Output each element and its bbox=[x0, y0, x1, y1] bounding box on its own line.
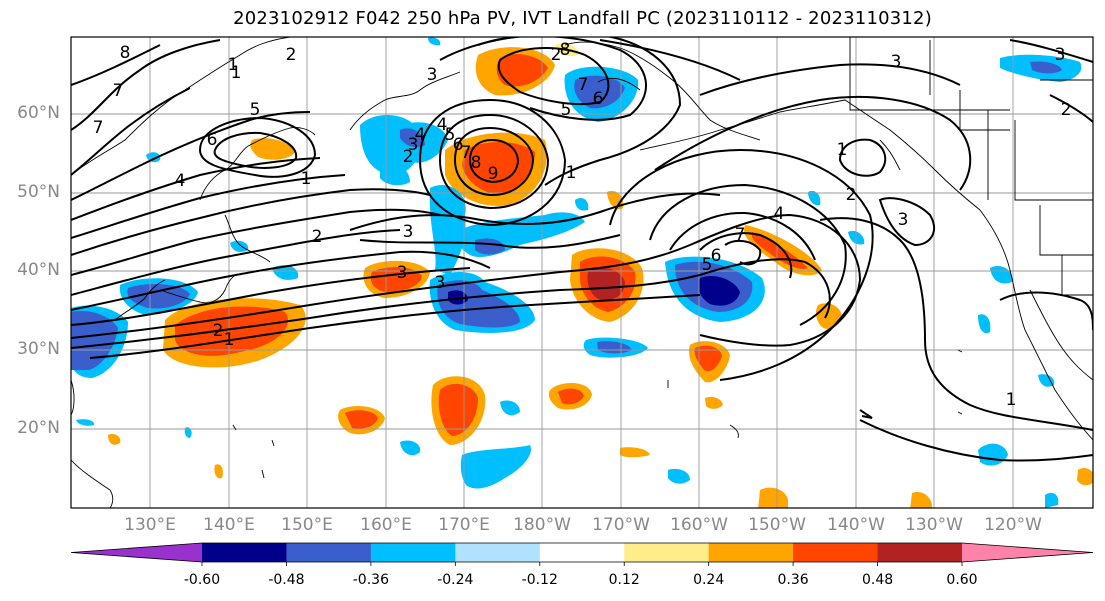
contour-label: 1 bbox=[837, 140, 848, 160]
contour-label: 3 bbox=[408, 135, 419, 155]
colorbar-tick-label: 0.12 bbox=[608, 572, 640, 588]
colorbar bbox=[70, 542, 1094, 566]
map-border bbox=[70, 36, 1094, 509]
colorbar-segment bbox=[71, 543, 202, 562]
colorbar-tick-label: -0.36 bbox=[352, 572, 389, 588]
contour-label: 8 bbox=[471, 153, 482, 173]
negative-anomaly-shading bbox=[71, 37, 1082, 508]
colorbar-tick-label: -0.24 bbox=[437, 572, 474, 588]
contour-label: 7 bbox=[578, 75, 589, 95]
map-title: 2023102912 F042 250 hPa PV, IVT Landfall… bbox=[233, 8, 932, 29]
contour-label: 2 bbox=[213, 321, 224, 341]
colorbar-segment bbox=[708, 543, 794, 562]
contour-label: 3 bbox=[427, 65, 438, 85]
contour-label: 2 bbox=[403, 147, 414, 167]
contour-label: 4 bbox=[175, 171, 186, 191]
colorbar-segment bbox=[624, 543, 710, 562]
contour-label: 5 bbox=[445, 125, 456, 145]
contour-label: 7 bbox=[113, 81, 124, 101]
contour-label: 6 bbox=[711, 246, 722, 266]
longitude-label: 120°W bbox=[984, 515, 1042, 535]
contour-label: 3 bbox=[1055, 45, 1066, 65]
colorbar-segment bbox=[962, 543, 1093, 562]
longitude-label: 170°W bbox=[592, 515, 650, 535]
longitude-label: 130°E bbox=[124, 515, 176, 535]
longitude-label: 180°W bbox=[513, 515, 571, 535]
colorbar-segment bbox=[539, 543, 625, 562]
latitude-label: 20°N bbox=[17, 418, 60, 438]
colorbar-segment bbox=[877, 543, 963, 562]
contour-label: 7 bbox=[735, 225, 746, 245]
contour-label: 3 bbox=[435, 273, 446, 293]
contour-label: 9 bbox=[488, 164, 499, 184]
latitude-label: 60°N bbox=[17, 103, 60, 123]
coastlines bbox=[71, 37, 1093, 508]
colorbar-tick-label: 0.48 bbox=[861, 572, 894, 588]
contour-label: 6 bbox=[453, 135, 464, 155]
longitude-label: 150°W bbox=[748, 515, 806, 535]
longitude-label: 150°E bbox=[281, 515, 333, 535]
contour-label: 6 bbox=[593, 89, 604, 109]
colorbar-segment bbox=[793, 543, 879, 562]
longitude-label: 140°E bbox=[203, 515, 255, 535]
contour-label: 2 bbox=[312, 227, 323, 247]
contour-label: 7 bbox=[461, 143, 472, 163]
contour-label: 1 bbox=[1006, 390, 1017, 410]
contour-label: 1 bbox=[224, 330, 235, 350]
contour-label: 5 bbox=[250, 100, 261, 120]
contour-label: 1 bbox=[228, 55, 239, 75]
contour-label: 4 bbox=[437, 115, 448, 135]
contour-label: 7 bbox=[93, 118, 104, 138]
colorbar-tick-label: -0.12 bbox=[521, 572, 558, 588]
contour-label: 5 bbox=[702, 255, 713, 275]
contour-label: 2 bbox=[551, 45, 562, 65]
contour-label: 1 bbox=[301, 169, 312, 189]
colorbar-segment bbox=[202, 543, 287, 562]
colorbar-tick-label: 0.60 bbox=[946, 572, 978, 588]
longitude-label: 160°E bbox=[360, 515, 412, 535]
latitude-label: 50°N bbox=[17, 182, 60, 202]
contour-label: 4 bbox=[415, 125, 426, 145]
contour-label: 3 bbox=[898, 210, 909, 230]
longitude-label: 170°E bbox=[438, 515, 490, 535]
colorbar-segment bbox=[286, 543, 372, 562]
longitude-label: 140°W bbox=[827, 515, 885, 535]
longitude-label: 130°W bbox=[905, 515, 963, 535]
contour-label: 6 bbox=[207, 130, 218, 150]
latitude-label: 40°N bbox=[17, 260, 60, 280]
contour-label: 8 bbox=[120, 43, 131, 63]
colorbar-tick-label: -0.60 bbox=[183, 572, 221, 588]
contour-label: 3 bbox=[397, 263, 408, 283]
contour-lines bbox=[71, 37, 1093, 462]
contour-label: 2 bbox=[286, 45, 297, 65]
contour-label: 2 bbox=[846, 185, 857, 205]
colorbar-segment bbox=[370, 543, 456, 562]
graticule-grid bbox=[71, 37, 1093, 508]
latitude-label: 30°N bbox=[17, 339, 60, 359]
colorbar-tick-label: 0.36 bbox=[777, 572, 809, 588]
colorbar-segment bbox=[455, 543, 541, 562]
positive-anomaly-shading bbox=[108, 43, 1093, 508]
contour-label: 3 bbox=[403, 222, 414, 242]
contour-label: 1 bbox=[231, 63, 242, 83]
longitude-label: 160°W bbox=[670, 515, 728, 535]
contour-label: 1 bbox=[566, 163, 577, 183]
colorbar-tick-label: 0.24 bbox=[693, 572, 725, 588]
contour-label: 2 bbox=[1061, 100, 1072, 120]
contour-label: 3 bbox=[891, 52, 902, 72]
contour-label: 5 bbox=[561, 100, 572, 120]
contour-label: 8 bbox=[560, 40, 571, 60]
contour-label: 4 bbox=[774, 204, 785, 224]
shading-layer bbox=[71, 37, 1093, 508]
colorbar-tick-label: -0.48 bbox=[268, 572, 305, 588]
